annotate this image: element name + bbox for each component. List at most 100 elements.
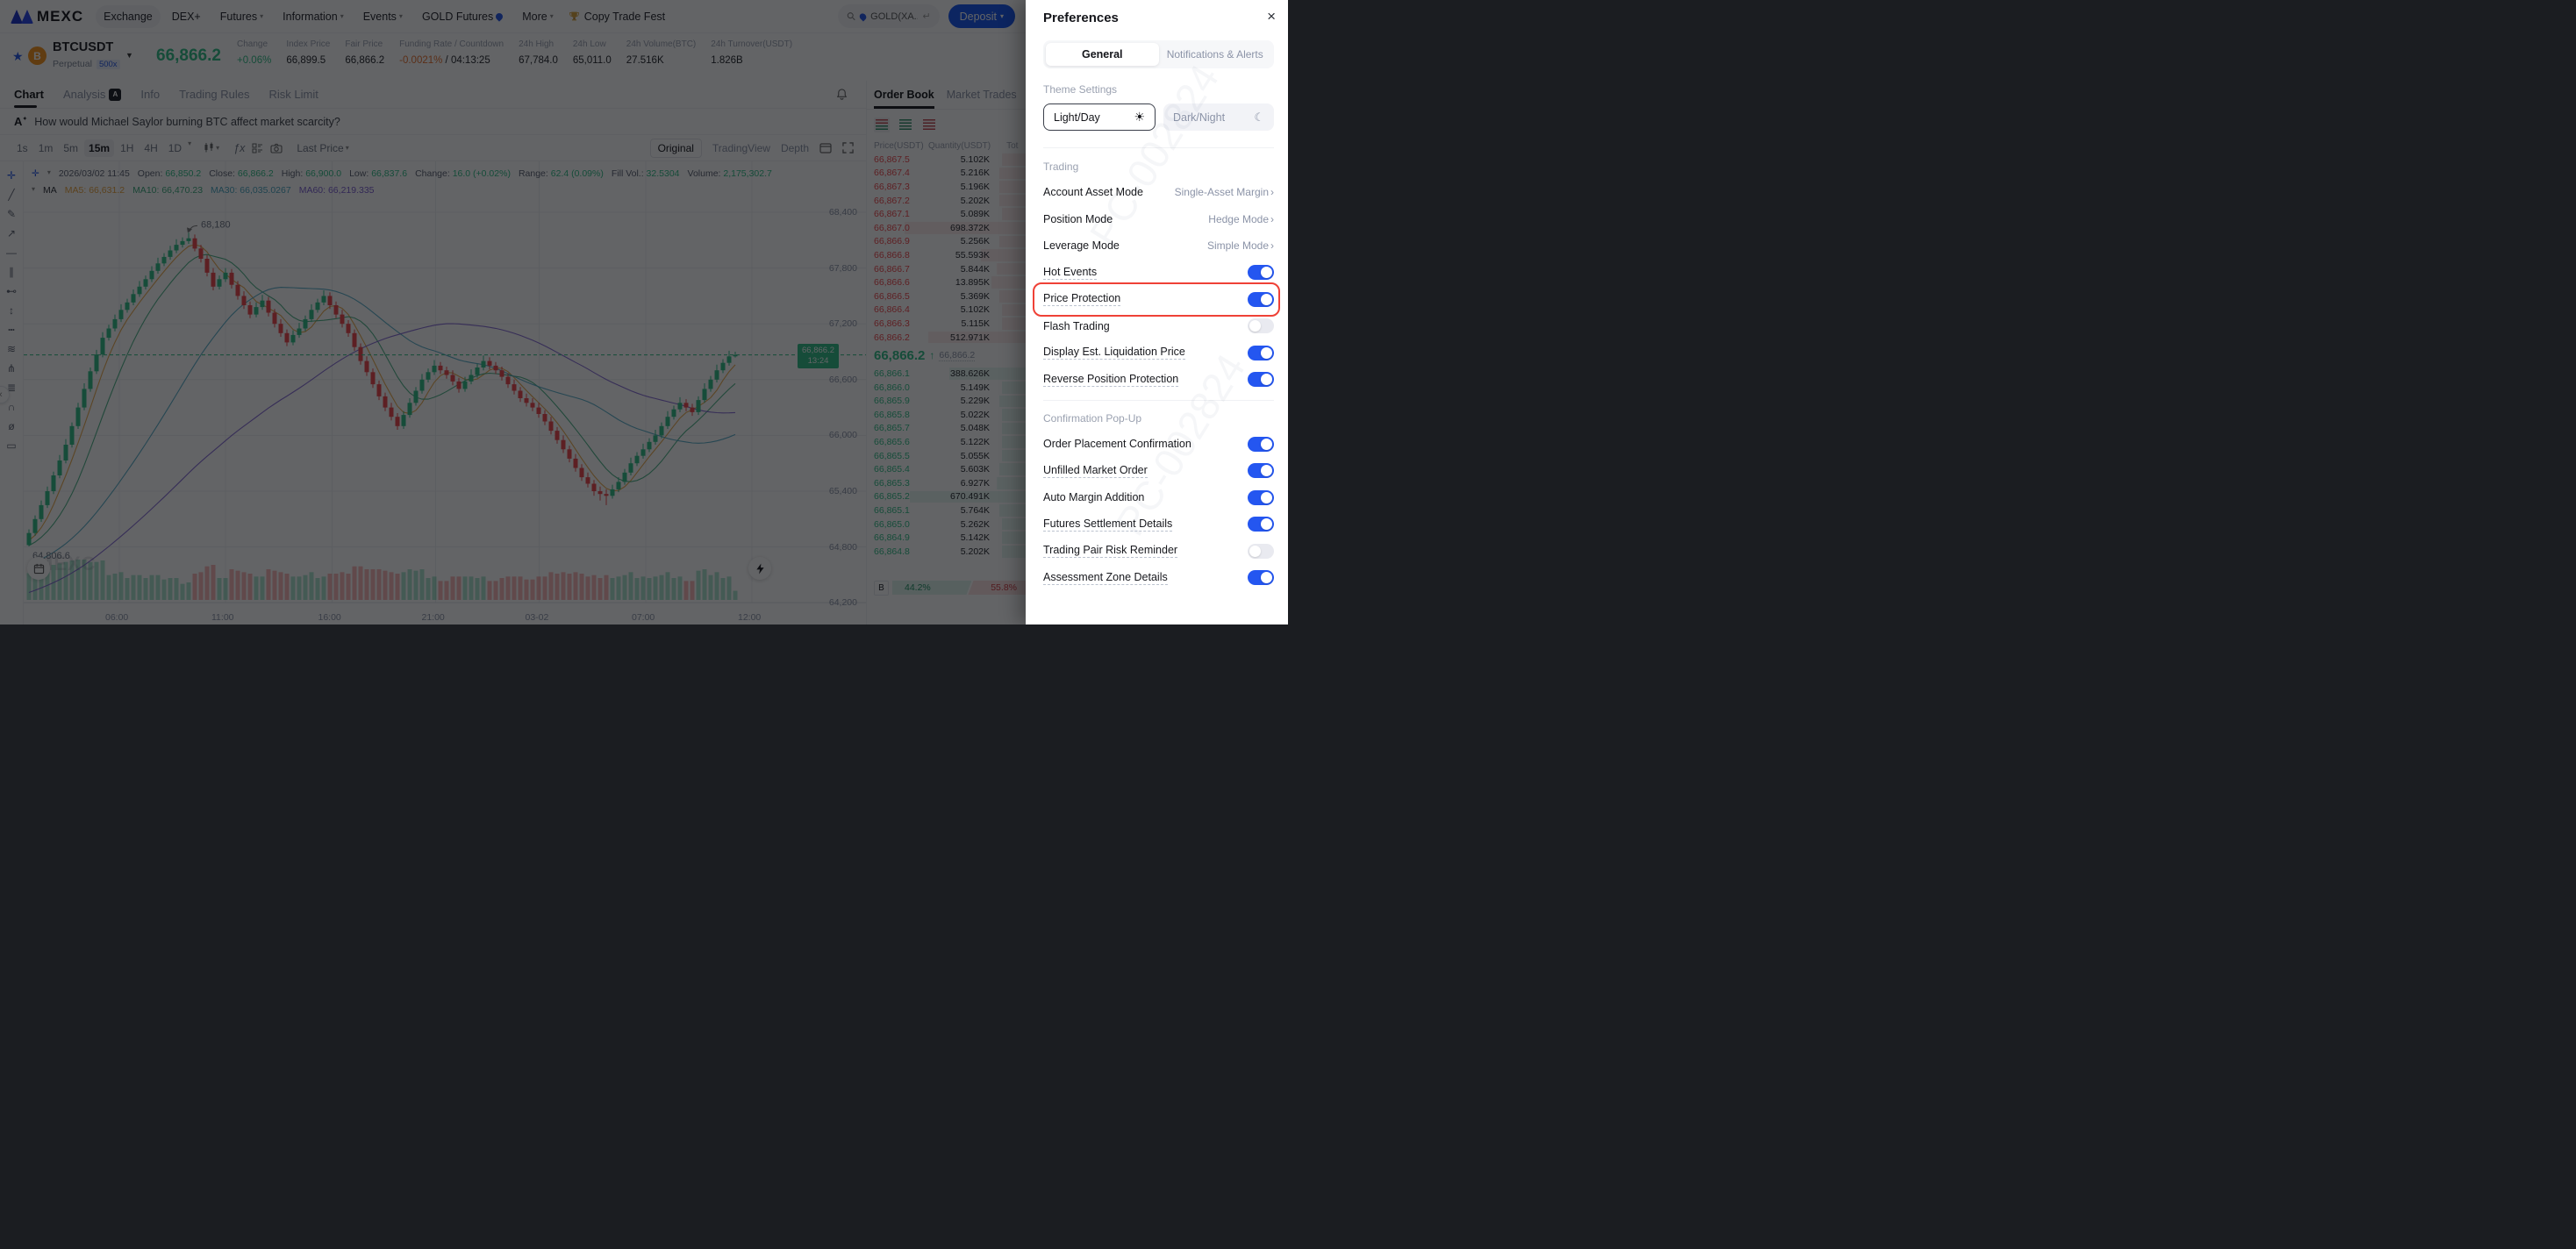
interval-1s[interactable]: 1s [17, 141, 28, 154]
nav-item-gold-futures[interactable]: GOLD Futures [414, 5, 511, 28]
hide-drawings-icon[interactable]: ø [8, 420, 15, 432]
candle-style-button[interactable]: ▾ [204, 142, 219, 153]
ask-row[interactable]: 66,867.0 698.372K [867, 221, 1026, 235]
bid-row[interactable]: 66,864.9 5.142K [867, 531, 1026, 545]
interval-4h[interactable]: 4H [144, 141, 158, 154]
ray-line-icon[interactable]: ✎ [6, 208, 17, 220]
nav-item-more[interactable]: More ▾ [514, 5, 562, 28]
nav-item-copy-trade-fest[interactable]: Copy Trade Fest [569, 11, 665, 23]
mode-asks-icon[interactable] [921, 118, 937, 132]
toggle-unfilled-market-order[interactable] [1248, 463, 1274, 479]
screenshot-button[interactable] [270, 143, 283, 153]
deposit-button[interactable]: Deposit ▾ [948, 4, 1015, 28]
ask-row[interactable]: 66,867.2 5.202K [867, 194, 1026, 208]
close-icon[interactable]: × [1267, 8, 1276, 25]
pitchfork-icon[interactable]: ⋔ [6, 362, 17, 375]
ask-row[interactable]: 66,866.3 5.115K [867, 317, 1026, 331]
nav-item-information[interactable]: Information ▾ [275, 5, 352, 28]
toggle-reverse-position-protection[interactable] [1248, 372, 1274, 388]
bell-icon[interactable] [835, 88, 848, 101]
mode-both-icon[interactable] [874, 118, 890, 132]
bid-row[interactable]: 66,865.2 670.491K [867, 490, 1026, 504]
toggle-auto-margin-addition[interactable] [1248, 489, 1274, 505]
view-depth[interactable]: Depth [780, 141, 809, 154]
current-price-row[interactable]: 66,866.2 ↑ 66,866.2 [867, 344, 1026, 367]
price-chart[interactable]: 68,180 64,806.6 [24, 161, 866, 611]
ask-row[interactable]: 66,866.2 512.971K [867, 331, 1026, 345]
view-original[interactable]: Original [649, 138, 702, 158]
prefs-tab-notifications-alerts[interactable]: Notifications & Alerts [1166, 48, 1263, 61]
tab-info[interactable]: Info [140, 81, 160, 108]
nav-item-exchange[interactable]: Exchange [96, 4, 161, 28]
layout-settings-button[interactable] [252, 143, 263, 153]
tab-analysis[interactable]: Analysis A [63, 81, 122, 108]
toggle-hot-events[interactable] [1248, 265, 1274, 281]
toggle-order-placement-confirmation[interactable] [1248, 436, 1274, 452]
ask-row[interactable]: 66,866.9 5.256K [867, 235, 1026, 249]
tab-order-book[interactable]: Order Book [874, 81, 934, 109]
favorite-star-icon[interactable]: ★ [12, 49, 24, 63]
setting-value[interactable]: Single-Asset Margin › [1175, 186, 1274, 198]
horizontal-line-icon[interactable]: ― [6, 246, 17, 259]
ask-row[interactable]: 66,867.4 5.216K [867, 167, 1026, 181]
bid-row[interactable]: 66,865.1 5.764K [867, 503, 1026, 517]
toggle-flash-trading[interactable] [1248, 318, 1274, 334]
view-tradingview[interactable]: TradingView [712, 141, 770, 154]
ask-row[interactable]: 66,866.5 5.369K [867, 289, 1026, 303]
ask-row[interactable]: 66,867.3 5.196K [867, 180, 1026, 194]
vertical-range-icon[interactable]: ↕ [9, 304, 14, 317]
toggle-trading-pair-risk-reminder[interactable] [1248, 543, 1274, 559]
parallel-channel-icon[interactable]: ∥ [9, 266, 14, 278]
interval-5m[interactable]: 5m [63, 141, 79, 154]
bid-row[interactable]: 66,865.3 6.927K [867, 476, 1026, 490]
trend-line-icon[interactable]: ╱ [8, 189, 15, 201]
tab-chart[interactable]: Chart [14, 81, 44, 108]
tab-risk-limit[interactable]: Risk Limit [269, 81, 318, 108]
panel-layout-icon[interactable] [819, 142, 832, 153]
setting-value[interactable]: Simple Mode › [1207, 239, 1274, 252]
toggle-price-protection[interactable] [1248, 291, 1274, 307]
indicators-button[interactable]: ƒx [233, 141, 246, 154]
arrow-line-icon[interactable]: ↗ [6, 227, 17, 239]
bid-row[interactable]: 66,865.9 5.229K [867, 395, 1026, 409]
bid-row[interactable]: 66,866.1 388.626K [867, 367, 1026, 381]
theme-light-button[interactable]: Light/Day ☀ [1043, 103, 1156, 131]
bid-row[interactable]: 66,865.0 5.262K [867, 517, 1026, 532]
nav-item-events[interactable]: Events ▾ [355, 5, 411, 28]
fullscreen-icon[interactable] [842, 142, 854, 153]
ask-row[interactable]: 66,866.4 5.102K [867, 303, 1026, 318]
flash-order-button[interactable] [748, 557, 771, 580]
bid-row[interactable]: 66,864.8 5.202K [867, 545, 1026, 559]
nav-item-dex[interactable]: DEX+ [164, 5, 209, 28]
interval-1m[interactable]: 1m [38, 141, 54, 154]
chevron-down-icon[interactable]: ▼ [125, 51, 133, 60]
theme-dark-button[interactable]: Dark/Night ☾ [1163, 103, 1274, 131]
symbol-name[interactable]: BTCUSDT [53, 40, 114, 54]
pattern-tool-icon[interactable]: ≋ [6, 343, 17, 355]
search-input[interactable]: GOLD(XA... ↵ [837, 4, 940, 28]
ai-insight-banner[interactable]: A✦ How would Michael Saylor burning BTC … [0, 109, 866, 135]
toggle-futures-settlement-details[interactable] [1248, 517, 1274, 532]
bid-row[interactable]: 66,866.0 5.149K [867, 381, 1026, 395]
ask-row[interactable]: 66,866.8 55.593K [867, 248, 1026, 262]
mexc-logo[interactable]: MEXC [11, 8, 83, 25]
ask-row[interactable]: 66,866.6 13.895K [867, 275, 1026, 289]
bid-row[interactable]: 66,865.7 5.048K [867, 422, 1026, 436]
crosshair-tool-icon[interactable]: ✛ [6, 169, 17, 182]
bid-row[interactable]: 66,865.5 5.055K [867, 449, 1026, 463]
bid-row[interactable]: 66,865.8 5.022K [867, 408, 1026, 422]
toggle-assessment-zone-details[interactable] [1248, 570, 1274, 586]
ask-row[interactable]: 66,867.1 5.089K [867, 207, 1026, 221]
interval-1h[interactable]: 1H [120, 141, 134, 154]
ask-row[interactable]: 66,867.5 5.102K [867, 153, 1026, 167]
toggle-display-est-liquidation-price[interactable] [1248, 345, 1274, 360]
leverage-chip[interactable]: 500x [96, 59, 120, 69]
mode-bids-icon[interactable] [898, 118, 913, 132]
interval-1d[interactable]: 1D [168, 141, 182, 154]
interval-15m[interactable]: 15m [84, 139, 115, 157]
measure-ruler-icon[interactable]: ┅ [8, 324, 15, 336]
remove-drawings-icon[interactable]: ▭ [6, 439, 17, 452]
tab-market-trades[interactable]: Market Trades [946, 89, 1017, 101]
magnet-icon[interactable]: ∩ [7, 401, 16, 413]
prefs-tab-general[interactable]: General [1046, 43, 1159, 66]
